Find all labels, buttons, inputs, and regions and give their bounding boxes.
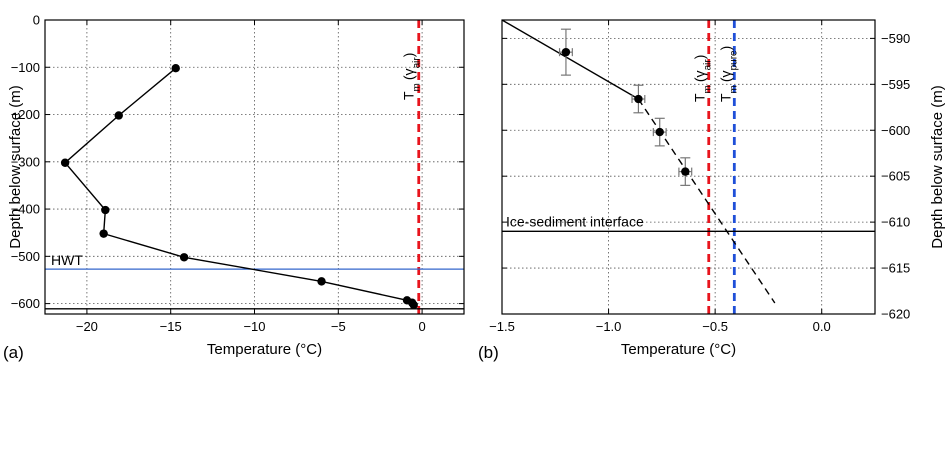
y-tick-label: −200 <box>11 107 40 122</box>
x-tick-label: −1.5 <box>489 319 515 334</box>
data-point <box>99 229 108 238</box>
panel-b-label: (b) <box>478 343 499 362</box>
panel-a-grid <box>45 19 464 314</box>
hwt-label: HWT <box>51 252 83 268</box>
data-point <box>60 158 70 167</box>
x-tick-label: 0.0 <box>813 319 831 334</box>
data-point <box>655 127 664 137</box>
panel-b-ticks: −1.5 −1.0 −0.5 0.0 −590 −595 −600 −605 −610 −615 −… <box>489 20 910 334</box>
x-tick-label: −20 <box>76 319 98 334</box>
x-tick-label: 0 <box>418 319 425 334</box>
y-tick-label: −600 <box>881 123 910 138</box>
y-tick-label: −620 <box>881 307 910 322</box>
y-tick-label: −400 <box>11 202 40 217</box>
data-point <box>101 205 110 215</box>
data-point <box>114 111 123 120</box>
x-tick-label: −15 <box>160 319 182 334</box>
y-tick-label: −500 <box>11 249 40 264</box>
y-tick-label: −100 <box>11 60 40 75</box>
y-tick-label: −300 <box>11 154 40 169</box>
panel-b-grid <box>501 20 875 315</box>
data-point <box>171 64 180 73</box>
data-point <box>179 253 189 262</box>
x-tick-label: −10 <box>243 319 265 334</box>
panel-b-x-axis-label: Temperature (°C) <box>621 341 736 358</box>
data-point <box>634 94 643 104</box>
ice-sediment-interface-label: Ice-sediment interface <box>506 213 644 229</box>
x-tick-label: −5 <box>331 319 346 334</box>
panel-b-y-axis-label: Depth below surface (m) <box>929 85 946 248</box>
trend-line-solid <box>501 19 639 100</box>
panel-a-label: (a) <box>3 343 24 362</box>
panel-a-y-axis-label: Depth below surface (m) <box>7 85 24 248</box>
panel-b-frame <box>501 19 876 315</box>
y-tick-label: −595 <box>881 77 910 92</box>
panel-a-x-axis-label: Temperature (°C) <box>207 341 322 358</box>
x-tick-label: −1.0 <box>596 319 622 334</box>
y-tick-label: −610 <box>881 215 910 230</box>
panel-a-ticks: −20 −15 −10 −5 00−100−200−300−400−500−600 <box>11 13 464 334</box>
panel-b-reference-lines: Tm(γair)Tm(γpure)Ice-sediment interface <box>502 20 875 314</box>
data-point <box>681 167 690 176</box>
data-point <box>561 47 571 57</box>
y-tick-label: −605 <box>881 169 910 184</box>
panel-b: Tm(γair)Tm(γpure)Ice-sediment interface … <box>478 19 946 362</box>
data-point <box>409 300 418 310</box>
panel-a-series <box>60 64 418 310</box>
y-tick-label: 0 <box>33 13 40 28</box>
panel-a-reference-lines: Tm(γair)HWT <box>45 20 464 314</box>
y-tick-label: −590 <box>881 31 910 46</box>
panel-b-series <box>501 19 776 304</box>
panel-a: Tm(γair)HWT −20 −15 −10 −5 00−100−200−300−40… <box>3 13 465 362</box>
y-tick-label: −600 <box>11 296 40 311</box>
x-tick-label: −0.5 <box>702 319 728 334</box>
data-point <box>317 277 326 286</box>
y-tick-label: −615 <box>881 261 910 276</box>
